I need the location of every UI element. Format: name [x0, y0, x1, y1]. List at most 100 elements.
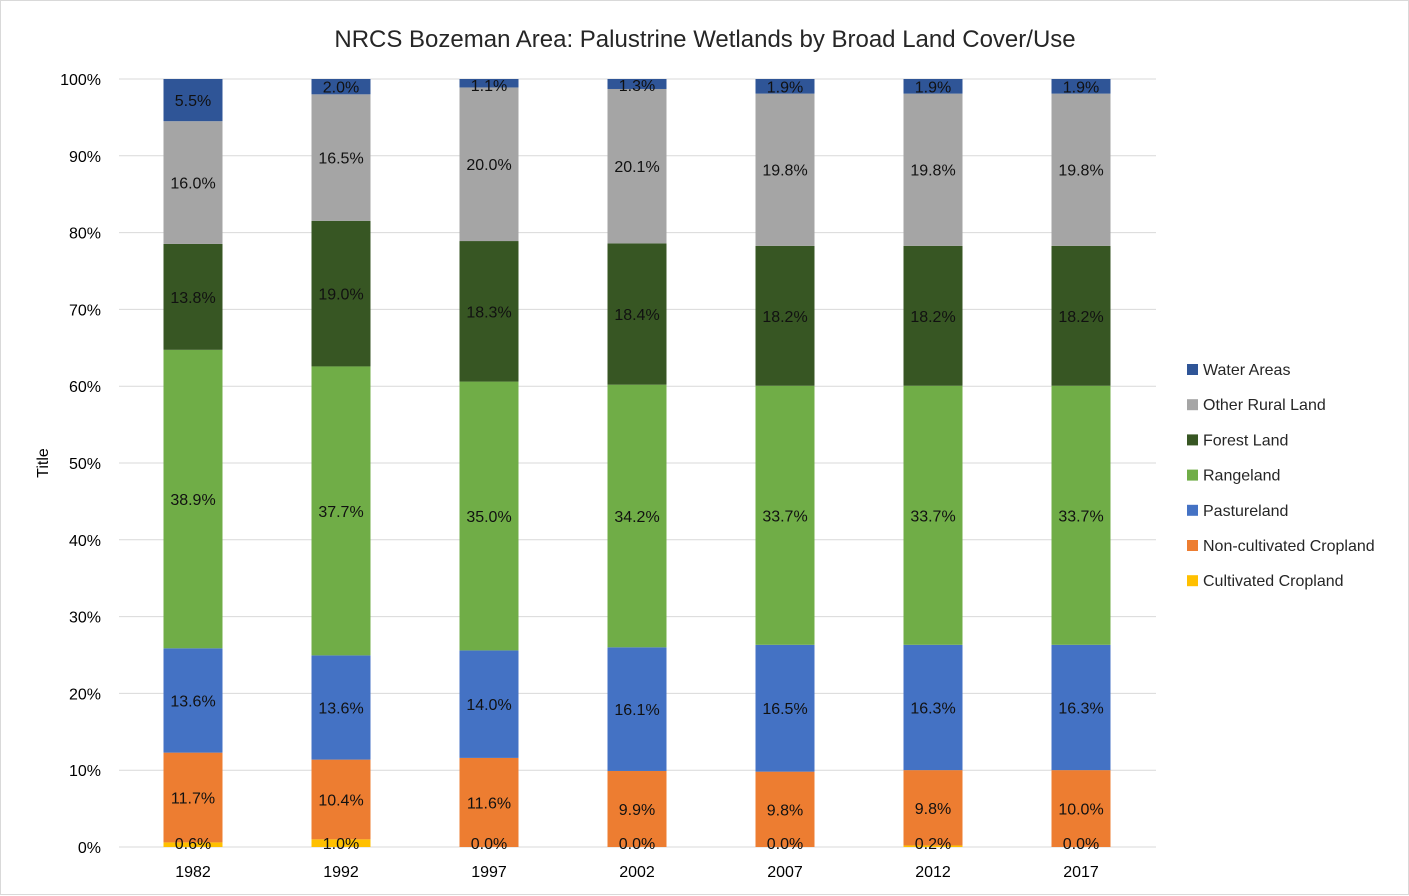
bar-segment [903, 770, 963, 846]
bar-segment [607, 88, 667, 244]
bar-segment [903, 245, 963, 386]
data-label: 1.3% [619, 78, 655, 95]
data-label: 1.9% [915, 79, 951, 96]
bar-segment [903, 845, 963, 847]
data-label: 18.2% [1058, 309, 1103, 326]
bar-segment [311, 366, 371, 656]
x-tick-label: 2002 [619, 864, 655, 881]
bar-segment [163, 121, 223, 244]
bar-segment [1051, 245, 1111, 386]
bar-segment [163, 79, 223, 122]
data-label: 0.6% [175, 836, 211, 853]
x-tick-label: 2017 [1063, 864, 1099, 881]
bar-segment [1051, 644, 1111, 771]
y-tick-label: 60% [69, 379, 101, 396]
bar-segment [163, 842, 223, 847]
data-label: 11.6% [467, 795, 511, 812]
bar-segment [755, 644, 815, 772]
data-label: 13.8% [170, 290, 215, 307]
legend-swatch [1187, 364, 1198, 375]
y-tick-label: 10% [69, 763, 101, 780]
bar-segment [459, 79, 519, 88]
data-label: 18.4% [614, 307, 659, 324]
bar-segment [459, 757, 519, 847]
bar-segment [607, 384, 667, 648]
bar-segment [459, 241, 519, 382]
y-axis-label: Title [35, 448, 52, 478]
bar-segment [459, 381, 519, 651]
bar-segment [755, 385, 815, 645]
bar-segment [903, 644, 963, 771]
bar-segment [903, 385, 963, 645]
x-tick-label: 1992 [323, 864, 359, 881]
data-label: 35.0% [466, 509, 511, 526]
y-tick-label: 50% [69, 456, 101, 473]
data-label: 19.8% [910, 163, 955, 180]
data-label: 18.2% [910, 309, 955, 326]
bar-segment [607, 243, 667, 385]
data-label: 16.1% [614, 702, 659, 719]
x-tick-label: 1982 [175, 864, 211, 881]
data-label: 0.0% [767, 836, 803, 853]
data-label: 16.5% [318, 151, 363, 168]
data-label: 19.0% [318, 287, 363, 304]
legend-label: Other Rural Land [1203, 397, 1326, 414]
bar-segment [607, 79, 667, 89]
legend-label: Pastureland [1203, 503, 1288, 520]
bar-segment [311, 655, 371, 760]
data-label: 34.2% [614, 509, 659, 526]
bar-segment [903, 79, 963, 94]
legend-label: Water Areas [1203, 362, 1290, 379]
data-labels: 0.6% 11.7% 13.6% 38.9% 13.8% 16.0% 5.5% 1.0% 10.… [170, 78, 1103, 853]
data-label: 20.0% [466, 157, 511, 174]
bar-segment [755, 93, 815, 246]
legend: Water Areas Other Rural Land Forest Land Ra… [1187, 362, 1375, 590]
data-label: 10.0% [1058, 802, 1103, 819]
bar-segment [163, 243, 223, 350]
legend-label: Forest Land [1203, 432, 1288, 449]
legend-swatch [1187, 540, 1198, 551]
data-label: 9.9% [619, 802, 655, 819]
bar-segment [163, 349, 223, 649]
data-label: 16.3% [910, 700, 955, 717]
data-label: 19.8% [1058, 163, 1103, 180]
data-label: 20.1% [614, 159, 659, 176]
bar-segment [163, 752, 223, 843]
bar-segment [903, 93, 963, 246]
data-label: 14.0% [466, 697, 511, 714]
data-label: 10.4% [318, 792, 363, 809]
bar-segment [311, 839, 371, 847]
data-label: 33.7% [910, 508, 955, 525]
data-label: 19.8% [762, 163, 807, 180]
bar-segment [1051, 79, 1111, 94]
data-label: 0.0% [471, 836, 507, 853]
y-tick-label: 100% [60, 72, 101, 89]
data-label: 33.7% [762, 508, 807, 525]
data-label: 0.2% [915, 836, 951, 853]
data-label: 11.7% [171, 791, 215, 808]
bar-segment [1051, 385, 1111, 645]
y-tick-label: 70% [69, 302, 101, 319]
x-tick-label: 2007 [767, 864, 803, 881]
data-label: 1.0% [323, 836, 359, 853]
data-label: 33.7% [1058, 508, 1103, 525]
bar-segment [163, 648, 223, 753]
bar-segment [311, 94, 371, 221]
bar-segment [607, 770, 667, 847]
data-label: 2.0% [323, 80, 359, 97]
data-label: 16.0% [170, 176, 215, 193]
legend-swatch [1187, 434, 1198, 446]
bar-segment [1051, 93, 1111, 246]
legend-swatch [1187, 575, 1198, 587]
data-label: 16.5% [762, 701, 807, 718]
legend-swatch [1187, 469, 1198, 481]
bar-segment [311, 220, 371, 367]
chart-title: NRCS Bozeman Area: Palustrine Wetlands b… [334, 26, 1075, 53]
bar-segment [755, 79, 815, 94]
y-tick-label: 30% [69, 610, 101, 627]
data-label: 38.9% [170, 492, 215, 509]
data-label: 1.9% [1063, 79, 1099, 96]
legend-swatch [1187, 399, 1198, 411]
data-label: 16.3% [1058, 700, 1103, 717]
data-label: 0.0% [1063, 836, 1099, 853]
